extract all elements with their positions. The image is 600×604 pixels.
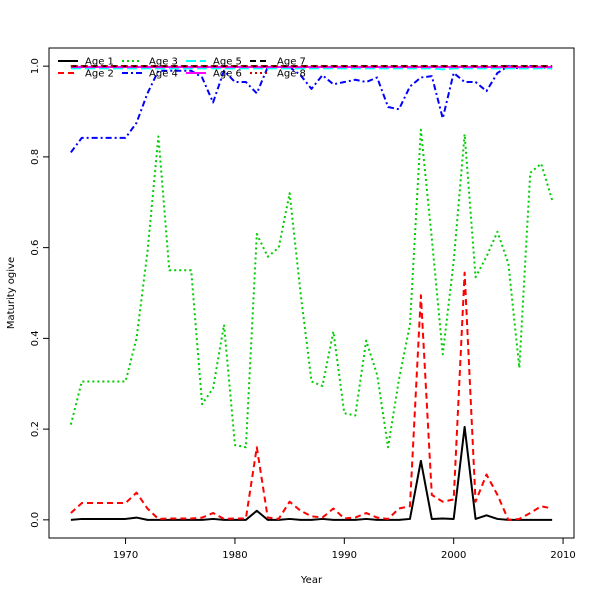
y-tick-label: 0.2 <box>30 421 41 437</box>
legend-item-age-7: Age 7 <box>250 57 306 68</box>
x-tick-label: 1970 <box>113 550 138 561</box>
legend-label: Age 7 <box>277 57 306 68</box>
series-line-age-1 <box>70 425 553 521</box>
series-line-age-5 <box>70 67 553 71</box>
legend-item-age-1: Age 1 <box>58 57 114 68</box>
x-axis-label: Year <box>300 575 323 586</box>
legend-label: Age 1 <box>85 57 114 68</box>
y-tick-label: 0.0 <box>30 512 41 528</box>
plot-frame <box>48 47 575 539</box>
legend-item-age-3: Age 3 <box>122 57 178 68</box>
x-tick-label: 1980 <box>222 550 247 561</box>
y-axis-label: Maturity ogive <box>6 257 17 329</box>
series-layer <box>69 65 554 521</box>
legend-item-age-4: Age 4 <box>122 69 178 80</box>
legend-label: Age 4 <box>149 69 178 80</box>
legend-label: Age 6 <box>213 69 242 80</box>
series-line-age-4 <box>70 65 553 153</box>
legend-item-age-2: Age 2 <box>58 69 114 80</box>
legend-label: Age 2 <box>85 69 114 80</box>
legend-item-age-6: Age 6 <box>186 69 242 80</box>
legend-label: Age 3 <box>149 57 178 68</box>
x-tick-label: 1990 <box>332 550 357 561</box>
y-tick-label: 0.4 <box>30 330 41 346</box>
legend-item-age-8: Age 8 <box>250 69 306 80</box>
legend-label: Age 5 <box>213 57 242 68</box>
x-tick-label: 2000 <box>441 550 466 561</box>
legend-item-age-5: Age 5 <box>186 57 242 68</box>
x-axis: 1970 1980 1990 2000 2010 <box>113 538 576 561</box>
y-tick-label: 1.0 <box>30 58 41 74</box>
y-axis: 0.0 0.2 0.4 0.6 0.8 1.0 <box>30 58 49 528</box>
legend-label: Age 8 <box>277 69 306 80</box>
y-tick-label: 0.6 <box>30 240 41 256</box>
y-tick-label: 0.8 <box>30 149 41 165</box>
x-tick-label: 2010 <box>550 550 575 561</box>
